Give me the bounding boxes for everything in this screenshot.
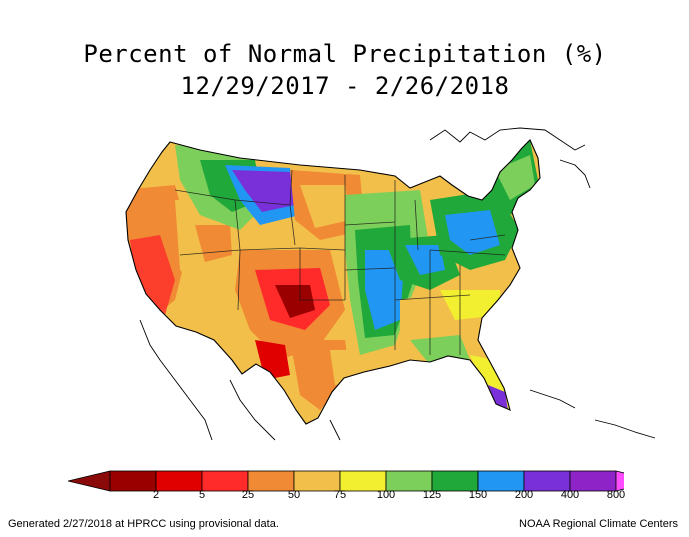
source-credit: NOAA Regional Climate Centers <box>519 518 678 530</box>
legend-swatch <box>201 470 249 492</box>
legend-high-arrow <box>615 470 624 492</box>
legend-colorbar <box>68 470 624 492</box>
legend-tick-label: 800 <box>606 489 626 501</box>
legend-low-arrow <box>68 470 111 492</box>
legend-swatch <box>247 470 295 492</box>
legend-swatch <box>477 470 525 492</box>
generated-note: Generated 2/27/2018 at HPRCC using provi… <box>8 518 279 530</box>
map-title: Percent of Normal Precipitation (%) <box>83 40 607 68</box>
precipitation-map <box>125 127 656 441</box>
legend-tick-label: 5 <box>198 489 206 501</box>
legend-tick-label: 50 <box>287 489 301 501</box>
legend-swatch <box>339 470 387 492</box>
neighbor-coastlines <box>139 127 656 441</box>
legend-swatch <box>569 470 617 492</box>
legend-tick-label: 125 <box>422 489 442 501</box>
state-borders <box>174 169 506 355</box>
legend-tick-label: 150 <box>468 489 488 501</box>
legend-tick-label: 200 <box>514 489 534 501</box>
legend-swatch <box>523 470 571 492</box>
legend-tick-label: 100 <box>376 489 396 501</box>
legend-swatch <box>385 470 433 492</box>
us-outline <box>125 139 541 425</box>
legend-swatch <box>293 470 341 492</box>
map-date-range: 12/29/2017 - 2/26/2018 <box>180 72 510 100</box>
legend-tick-label: 400 <box>560 489 580 501</box>
legend-tick-label: 2 <box>152 489 160 501</box>
legend-swatch <box>109 470 157 492</box>
legend-tick-label: 75 <box>333 489 347 501</box>
legend-swatch <box>155 470 203 492</box>
legend-tick-label: 25 <box>241 489 255 501</box>
legend-swatch <box>431 470 479 492</box>
